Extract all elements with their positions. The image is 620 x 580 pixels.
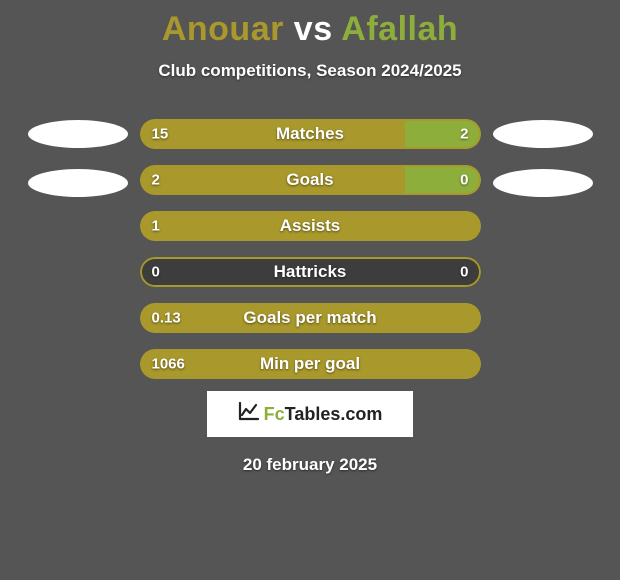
stat-value-left: 0 xyxy=(152,264,160,281)
chart-icon xyxy=(238,401,260,427)
stat-label: Matches xyxy=(276,124,344,144)
stat-label: Goals per match xyxy=(243,308,376,328)
stat-rows: 15 2 Matches 2 0 Goals 1 Assists 0 0 Hattricks 0.13… xyxy=(0,119,620,379)
stat-label: Goals xyxy=(286,170,333,190)
vs-text: vs xyxy=(294,10,333,48)
stat-bar: 0 0 Hattricks xyxy=(140,257,481,287)
stat-bar: 15 2 Matches xyxy=(140,119,481,149)
stat-value-left: 1 xyxy=(152,218,160,235)
stat-value-left: 1066 xyxy=(152,356,185,373)
stat-label: Hattricks xyxy=(274,262,347,282)
logo-text-1: Fc xyxy=(264,404,285,424)
stat-value-right: 0 xyxy=(460,264,468,281)
player1-name: Anouar xyxy=(162,10,284,48)
player1-ellipse xyxy=(28,169,128,197)
stat-label: Min per goal xyxy=(260,354,360,374)
stat-bar: 2 0 Goals xyxy=(140,165,481,195)
stat-value-left: 15 xyxy=(152,126,169,143)
footer-date: 20 february 2025 xyxy=(0,455,620,475)
stat-row: 1 Assists xyxy=(18,211,603,241)
stat-row: 1066 Min per goal xyxy=(18,349,603,379)
footer-logo: FcTables.com xyxy=(207,391,413,437)
stat-value-left: 2 xyxy=(152,172,160,189)
player1-ellipse xyxy=(28,120,128,148)
logo-text-2: Tables.com xyxy=(285,404,383,424)
comparison-infographic: Anouar vs Afallah Club competitions, Sea… xyxy=(0,0,620,580)
stat-label: Assists xyxy=(280,216,340,236)
stat-row: 0 0 Hattricks xyxy=(18,257,603,287)
footer-logo-text: FcTables.com xyxy=(264,404,383,425)
stat-bar: 0.13 Goals per match xyxy=(140,303,481,333)
stat-value-right: 2 xyxy=(460,126,468,143)
stat-row: 15 2 Matches xyxy=(18,119,603,149)
stat-row: 0.13 Goals per match xyxy=(18,303,603,333)
player2-ellipse xyxy=(493,120,593,148)
stat-bar: 1 Assists xyxy=(140,211,481,241)
subtitle: Club competitions, Season 2024/2025 xyxy=(0,61,620,81)
stat-bar: 1066 Min per goal xyxy=(140,349,481,379)
player2-ellipse xyxy=(493,169,593,197)
page-title: Anouar vs Afallah xyxy=(0,0,620,49)
stat-value-left: 0.13 xyxy=(152,310,181,327)
stat-row: 2 0 Goals xyxy=(18,165,603,195)
player2-name: Afallah xyxy=(341,10,458,48)
stat-value-right: 0 xyxy=(460,172,468,189)
